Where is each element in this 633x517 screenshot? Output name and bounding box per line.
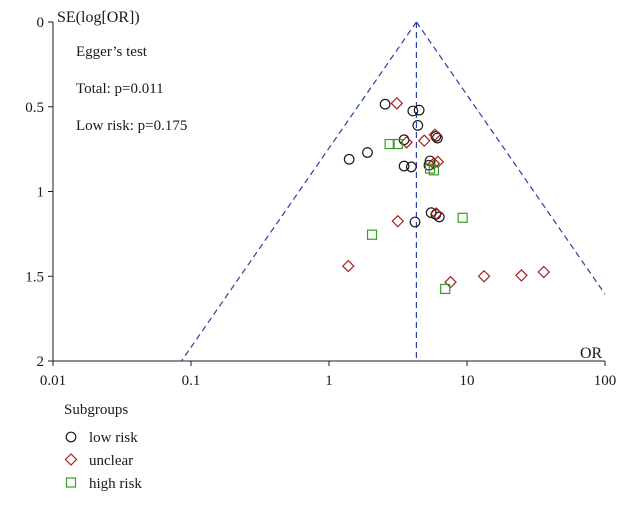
axis-ticks: 0.01 0.1 1 10 100 0 0.5 1 1.5 2 bbox=[25, 15, 616, 389]
y-tick-label: 2 bbox=[37, 354, 45, 370]
point-unclear bbox=[400, 135, 413, 149]
point-low-risk bbox=[407, 105, 419, 117]
annotation-title: Egger’s test bbox=[76, 44, 148, 60]
point-low-risk bbox=[398, 160, 410, 172]
annotation-low-risk: Low risk: p=0.175 bbox=[76, 118, 187, 134]
point-unclear bbox=[417, 134, 431, 147]
x-tick-label: 1 bbox=[325, 373, 333, 389]
funnel-right-line bbox=[415, 21, 606, 295]
legend-unclear-marker bbox=[64, 453, 78, 466]
point-unclear bbox=[427, 157, 441, 170]
point-high-risk bbox=[392, 138, 403, 150]
x-tick-label: 100 bbox=[594, 373, 617, 389]
point-high-risk bbox=[440, 283, 451, 295]
point-low-risk bbox=[409, 216, 421, 228]
point-unclear bbox=[428, 128, 442, 142]
funnel-left-line bbox=[180, 21, 417, 362]
point-high-risk bbox=[424, 163, 436, 174]
point-high-risk bbox=[428, 165, 439, 176]
point-unclear bbox=[390, 97, 404, 110]
point-low-risk bbox=[405, 161, 417, 173]
y-tick-label: 0.5 bbox=[25, 100, 44, 116]
point-low-risk bbox=[412, 119, 424, 131]
point-low-risk bbox=[379, 98, 391, 110]
legend-high-risk-label: high risk bbox=[89, 476, 142, 492]
point-unclear bbox=[537, 265, 551, 279]
legend-title: Subgroups bbox=[64, 402, 128, 418]
y-tick-label: 1.5 bbox=[25, 269, 44, 285]
y-tick-label: 0 bbox=[37, 15, 45, 31]
point-unclear bbox=[444, 275, 457, 289]
y-axis-label: SE(log[OR]) bbox=[57, 9, 140, 26]
point-unclear bbox=[341, 259, 355, 273]
point-low-risk bbox=[343, 153, 355, 165]
funnel-lines bbox=[180, 21, 606, 362]
x-axis-label: OR bbox=[580, 345, 603, 362]
point-unclear bbox=[430, 207, 443, 220]
point-unclear bbox=[515, 269, 528, 282]
legend: Subgroups low risk unclear high risk bbox=[64, 402, 142, 492]
legend-low-risk-marker bbox=[65, 431, 77, 443]
data-points bbox=[341, 97, 551, 295]
x-tick-label: 0.1 bbox=[182, 373, 201, 389]
legend-low-risk-label: low risk bbox=[89, 430, 138, 446]
point-high-risk bbox=[384, 138, 395, 150]
point-high-risk bbox=[457, 212, 468, 223]
legend-high-risk-marker bbox=[65, 477, 77, 488]
x-tick-label: 0.01 bbox=[40, 373, 66, 389]
point-unclear bbox=[391, 214, 405, 228]
y-tick-label: 1 bbox=[37, 185, 45, 201]
point-unclear bbox=[477, 269, 491, 283]
point-low-risk bbox=[362, 147, 373, 158]
x-tick-label: 10 bbox=[460, 373, 475, 389]
point-low-risk bbox=[413, 104, 425, 116]
legend-unclear-label: unclear bbox=[89, 453, 133, 469]
point-high-risk bbox=[366, 229, 378, 240]
annotation-total: Total: p=0.011 bbox=[76, 81, 164, 97]
